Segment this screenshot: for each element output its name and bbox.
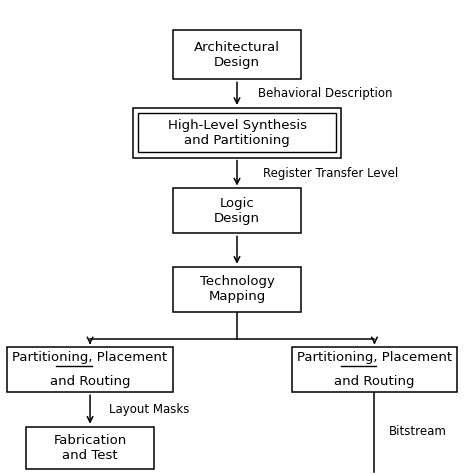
Text: Behavioral Description: Behavioral Description xyxy=(258,87,393,100)
FancyBboxPatch shape xyxy=(26,427,154,469)
FancyBboxPatch shape xyxy=(173,266,301,312)
Text: and Routing: and Routing xyxy=(334,375,415,388)
Text: Partitioning, Placement: Partitioning, Placement xyxy=(297,351,452,364)
FancyBboxPatch shape xyxy=(133,108,341,158)
Text: Bitstream: Bitstream xyxy=(389,426,447,438)
FancyBboxPatch shape xyxy=(292,347,457,392)
Text: Fabrication
and Test: Fabrication and Test xyxy=(54,434,127,462)
Text: Layout Masks: Layout Masks xyxy=(109,403,190,416)
Text: Register Transfer Level: Register Transfer Level xyxy=(263,166,398,180)
Text: and Routing: and Routing xyxy=(50,375,130,388)
FancyBboxPatch shape xyxy=(173,30,301,79)
FancyBboxPatch shape xyxy=(7,347,173,392)
Text: Technology
Mapping: Technology Mapping xyxy=(200,275,274,303)
Text: Logic
Design: Logic Design xyxy=(214,197,260,225)
Text: High-Level Synthesis
and Partitioning: High-Level Synthesis and Partitioning xyxy=(167,118,307,147)
Text: Architectural
Design: Architectural Design xyxy=(194,40,280,69)
Text: Partitioning, Placement: Partitioning, Placement xyxy=(12,351,168,364)
FancyBboxPatch shape xyxy=(173,188,301,233)
